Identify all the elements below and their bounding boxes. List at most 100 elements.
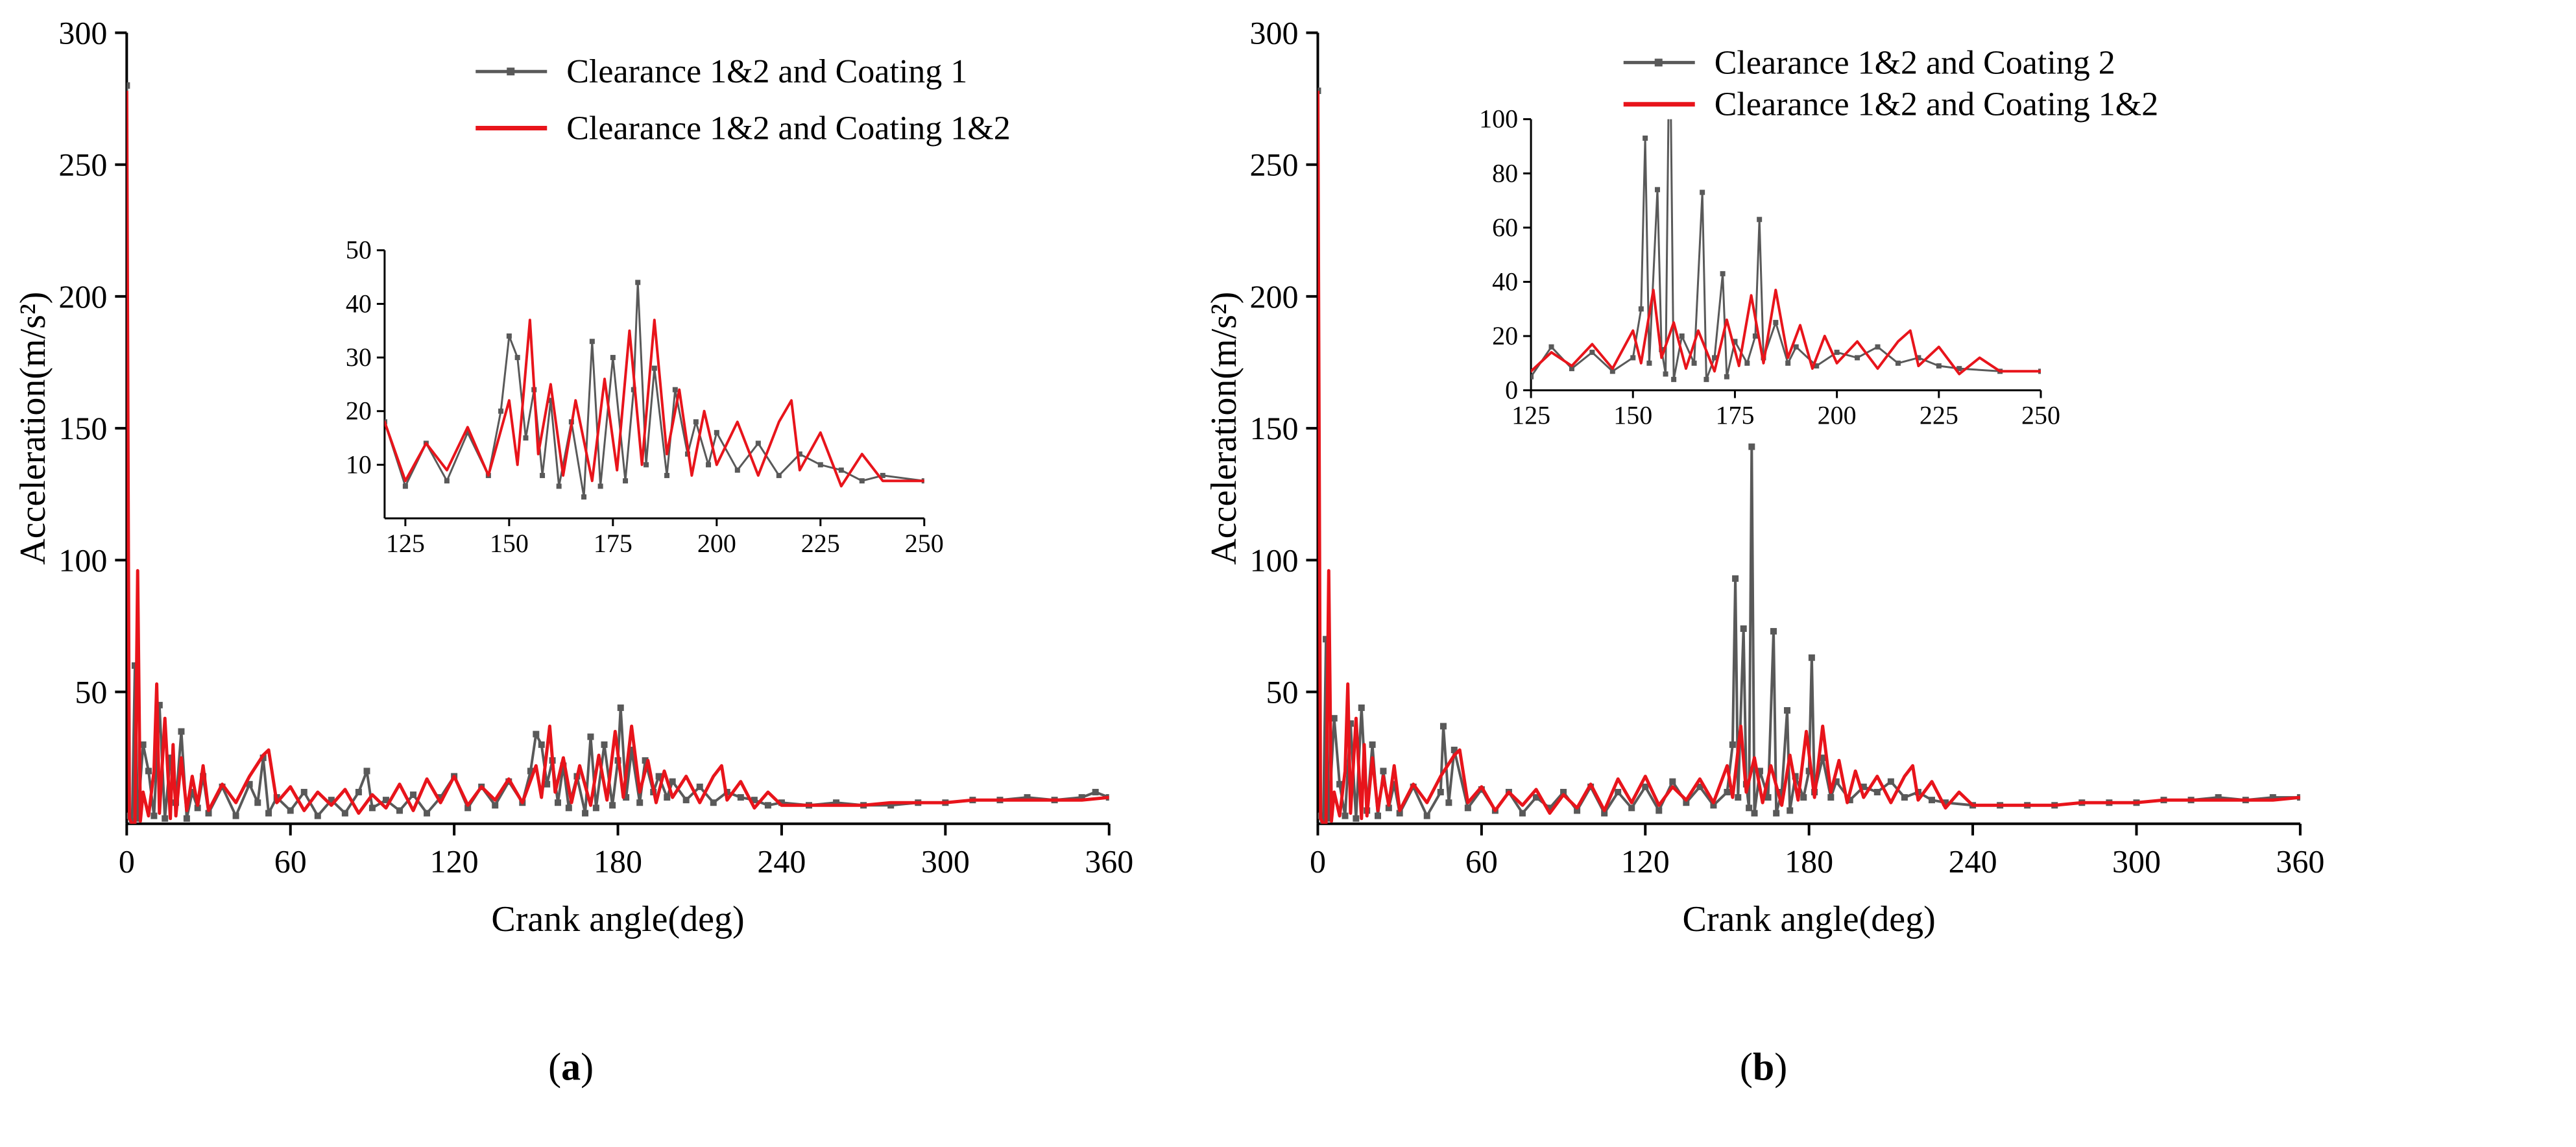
y-tick-label: 50 (75, 674, 107, 710)
data-point (1615, 788, 1622, 795)
data-point (751, 797, 758, 804)
data-point (1887, 778, 1894, 785)
inset-x-tick-label: 150 (1613, 401, 1652, 430)
data-point (710, 799, 717, 806)
data-point (126, 82, 130, 89)
inset-y-tick-label: 10 (346, 450, 372, 479)
data-point (601, 741, 608, 748)
x-tick-label: 60 (1465, 843, 1498, 880)
data-point (341, 810, 348, 817)
x-tick-label: 120 (430, 843, 479, 880)
data-point (1439, 723, 1447, 730)
inset-y-tick-label: 40 (1492, 267, 1518, 296)
data-point (156, 701, 163, 708)
inset-data-point (1531, 374, 1534, 380)
data-point (1396, 810, 1403, 817)
inset-y-tick-label: 20 (346, 396, 372, 426)
inset-data-point (610, 355, 616, 361)
inset-data-point (1752, 333, 1758, 339)
inset-data-point (1744, 360, 1750, 366)
inset-data-point (644, 462, 649, 468)
y-tick-label: 50 (1266, 674, 1298, 710)
x-tick-label: 360 (1085, 843, 1133, 880)
x-tick-label: 0 (1310, 843, 1326, 880)
panel-label: (b) (1740, 1046, 1787, 1089)
inset-series-line-red (384, 319, 924, 488)
data-point (682, 797, 690, 804)
data-point (150, 812, 158, 819)
data-point (1532, 794, 1539, 801)
panel-a: 0 60 120 180 240 300 360 50 100 150 200 250 300 Crank… (13, 15, 1133, 1089)
y-tick-label: 300 (1249, 15, 1298, 51)
data-point (265, 810, 272, 817)
inset-data-point (1703, 376, 1709, 382)
panel-label: (a) (548, 1046, 594, 1089)
inset-data-point (635, 280, 641, 285)
data-point (254, 799, 261, 806)
data-point (1353, 815, 1360, 822)
data-point (1800, 794, 1807, 801)
data-point (382, 797, 389, 804)
data-point (636, 799, 644, 806)
x-axis-label: Crank angle(deg) (1683, 899, 1936, 939)
inset-data-point (1956, 366, 1962, 372)
data-point (1342, 812, 1349, 819)
inset-data-point (1732, 339, 1738, 344)
data-point (1770, 628, 1777, 635)
data-point (300, 788, 307, 795)
inset-x-tick-label: 125 (1511, 401, 1550, 430)
inset-data-point (1700, 189, 1705, 195)
y-axis-label: Acceleration(m/s²) (1204, 292, 1244, 565)
data-point (617, 704, 624, 711)
inset-data-point (1569, 366, 1574, 372)
inset-data-point (1609, 368, 1615, 374)
inset-data-point (498, 408, 504, 414)
inset-data-point (1654, 187, 1660, 193)
y-tick-label: 200 (58, 278, 107, 315)
data-point (1642, 783, 1649, 790)
x-tick-label: 0 (119, 843, 135, 880)
data-point (368, 804, 376, 812)
data-point (544, 780, 551, 788)
data-point (778, 799, 785, 806)
data-point (764, 802, 771, 809)
data-point (664, 794, 671, 801)
legend-label: Clearance 1&2 and Coating 1 (566, 53, 967, 90)
data-point (396, 807, 403, 814)
data-point (1805, 767, 1812, 775)
data-point (145, 767, 152, 775)
inset-data-point (1936, 363, 1942, 368)
data-point (1547, 804, 1554, 812)
inset-series-line-gray (1531, 119, 2041, 381)
data-point (194, 804, 201, 812)
data-point (1901, 794, 1908, 801)
data-point (1519, 810, 1526, 817)
inset-x-tick-label: 250 (2021, 401, 2060, 430)
y-tick-label: 150 (1249, 410, 1298, 446)
inset-x-tick-label: 150 (490, 529, 529, 558)
data-point (328, 797, 335, 804)
data-point (1748, 443, 1755, 450)
inset-x-tick-label: 225 (1920, 401, 1958, 430)
panel-label-letter: a (561, 1046, 581, 1089)
inset-y-tick-label: 40 (346, 289, 372, 318)
data-point (1423, 812, 1430, 819)
inset-x-tick-label: 125 (386, 529, 425, 558)
data-point (1391, 780, 1398, 788)
inset-data-point (1679, 333, 1685, 339)
inset-data-point (664, 472, 670, 478)
inset-y-tick-label: 0 (1505, 376, 1518, 405)
x-tick-label: 180 (1785, 843, 1833, 880)
data-point (1942, 799, 1949, 806)
data-point (1710, 802, 1717, 809)
data-point (1732, 575, 1739, 582)
inset-x-tick-label: 200 (697, 529, 736, 558)
data-point (134, 815, 141, 822)
legend-marker (1654, 58, 1663, 67)
inset-data-point (556, 483, 562, 489)
data-point (592, 804, 599, 812)
inset-data-point (1916, 355, 1921, 361)
x-tick-label: 120 (1621, 843, 1670, 880)
inset-data-point (714, 429, 719, 435)
data-point (669, 778, 676, 785)
